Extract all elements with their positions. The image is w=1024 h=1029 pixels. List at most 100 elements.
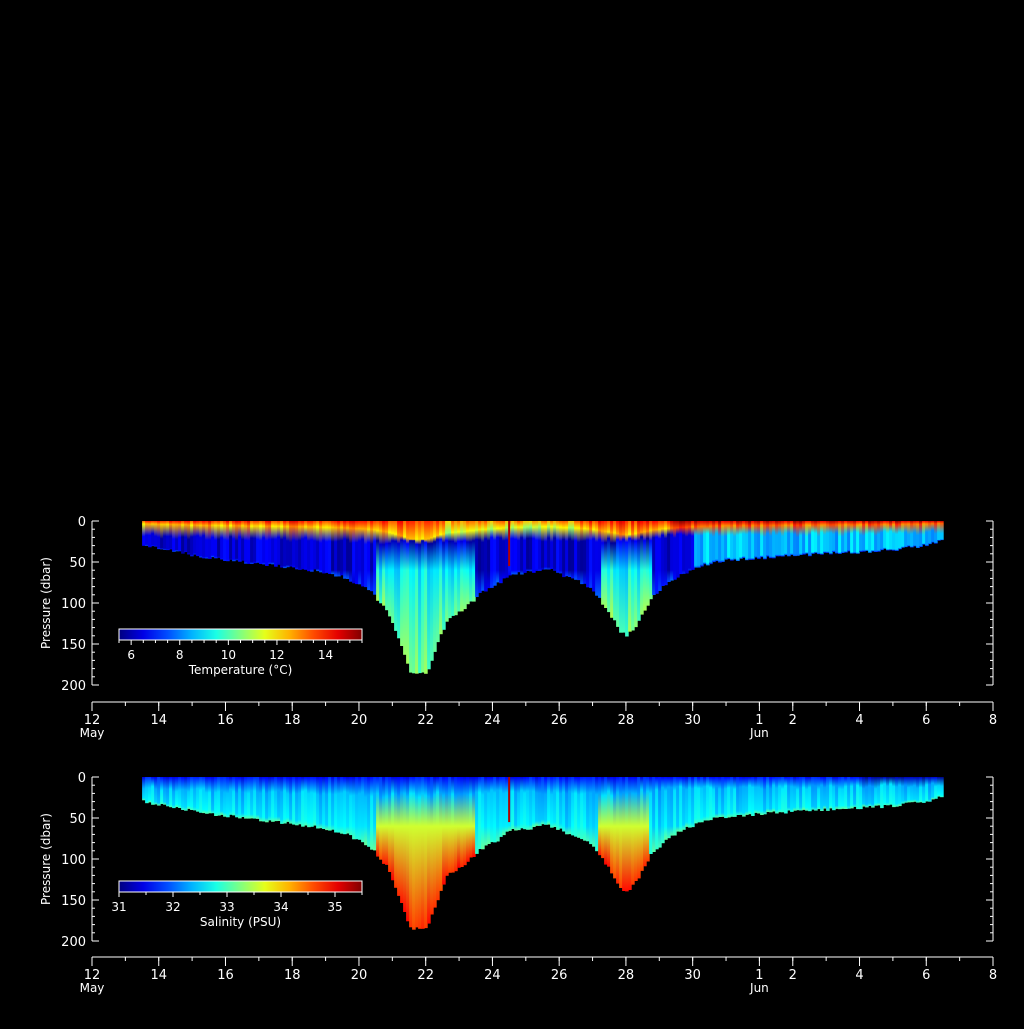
heatmap-column [274,521,278,567]
heatmap-column [883,521,887,549]
heatmap-column [352,777,356,840]
heatmap-column [523,521,527,573]
colorbar-tick-label: 35 [327,900,342,914]
heatmap-column [379,521,383,604]
y-tick-label: 50 [69,556,86,571]
heatmap-column [688,777,692,828]
heatmap-column [325,521,329,573]
heatmap-column [619,521,623,633]
heatmap-column [388,521,392,617]
heatmap-column [208,521,212,559]
heatmap-column [640,777,644,871]
heatmap-column [829,777,833,809]
colorbar [118,880,363,893]
heatmap-column [625,521,629,637]
x-tick-label: 4 [855,968,863,983]
heatmap-column [463,777,467,866]
heatmap-column [772,777,776,812]
heatmap-column [523,777,527,830]
x-tick-label: 24 [484,968,501,983]
heatmap-column [397,521,401,639]
heatmap-column [334,521,338,577]
heatmap-column [553,777,557,827]
heatmap-column [853,521,857,554]
heatmap-column [784,777,788,814]
heatmap-columns [142,521,944,674]
heatmap-column [394,777,398,888]
heatmap-column [880,777,884,809]
heatmap-column [940,777,944,798]
heatmap-column [439,521,443,635]
heatmap-column [904,521,908,548]
heatmap-column [913,521,917,547]
heatmap-column [853,777,857,807]
heatmap-column [370,777,374,850]
y-tick-label: 0 [78,515,86,530]
heatmap-column [319,521,323,573]
heatmap-column [763,521,767,560]
heatmap-column [148,521,152,548]
heatmap-column [373,777,377,851]
heatmap-column [766,777,770,812]
heatmap-column [328,777,332,831]
heatmap-column [430,521,434,661]
heatmap-column [361,777,365,843]
heatmap-column [628,777,632,890]
heatmap-column [775,521,779,557]
heatmap-column [724,777,728,819]
heatmap-column [724,521,728,560]
colorbar-label: Temperature (°C) [188,663,293,677]
heatmap-column [355,521,359,585]
x-tick-label: 8 [989,713,997,728]
heatmap-column [550,777,554,828]
heatmap-column [556,777,560,830]
heatmap-column [808,777,812,812]
month-label: May [80,726,105,740]
heatmap-column [823,521,827,553]
heatmap-column [472,521,476,602]
heatmap-column [883,777,887,805]
heatmap-column [835,521,839,554]
colorbar-tick-label: 14 [318,648,333,662]
heatmap-column [415,521,419,674]
heatmap-column [484,521,488,592]
heatmap-column [568,521,572,577]
heatmap-column [487,777,491,844]
heatmap-column [718,777,722,817]
heatmap-column [901,777,905,804]
heatmap-column [721,521,725,562]
x-tick-label: 12 [84,968,101,983]
heatmap-column [838,777,842,810]
heatmap-column [778,521,782,557]
heatmap-column [253,777,257,819]
heatmap-column [802,777,806,810]
heatmap-column [442,521,446,630]
colorbar-tick-label: 8 [176,648,184,662]
heatmap-column [214,777,218,816]
heatmap-column [931,521,935,543]
heatmap-column [613,521,617,621]
heatmap-column [343,521,347,579]
heatmap-column [868,777,872,806]
heatmap-column [793,521,797,557]
heatmap-column [850,521,854,554]
heatmap-column [358,777,362,840]
heatmap-column [832,521,836,552]
heatmap-column [232,777,236,816]
heatmap-column [424,521,428,674]
heatmap-column [805,521,809,554]
heatmap-column [865,777,869,808]
heatmap-column [694,777,698,824]
heatmap-column [157,521,161,550]
heatmap-column [826,521,830,553]
heatmap-column [349,777,353,836]
heatmap-column [799,521,803,555]
heatmap-column [481,777,485,850]
heatmap-column [256,521,260,563]
heatmap-column [370,521,374,592]
heatmap-column [256,777,260,819]
heatmap-column [421,777,425,929]
heatmap-column [412,521,416,674]
heatmap-column [433,521,437,652]
